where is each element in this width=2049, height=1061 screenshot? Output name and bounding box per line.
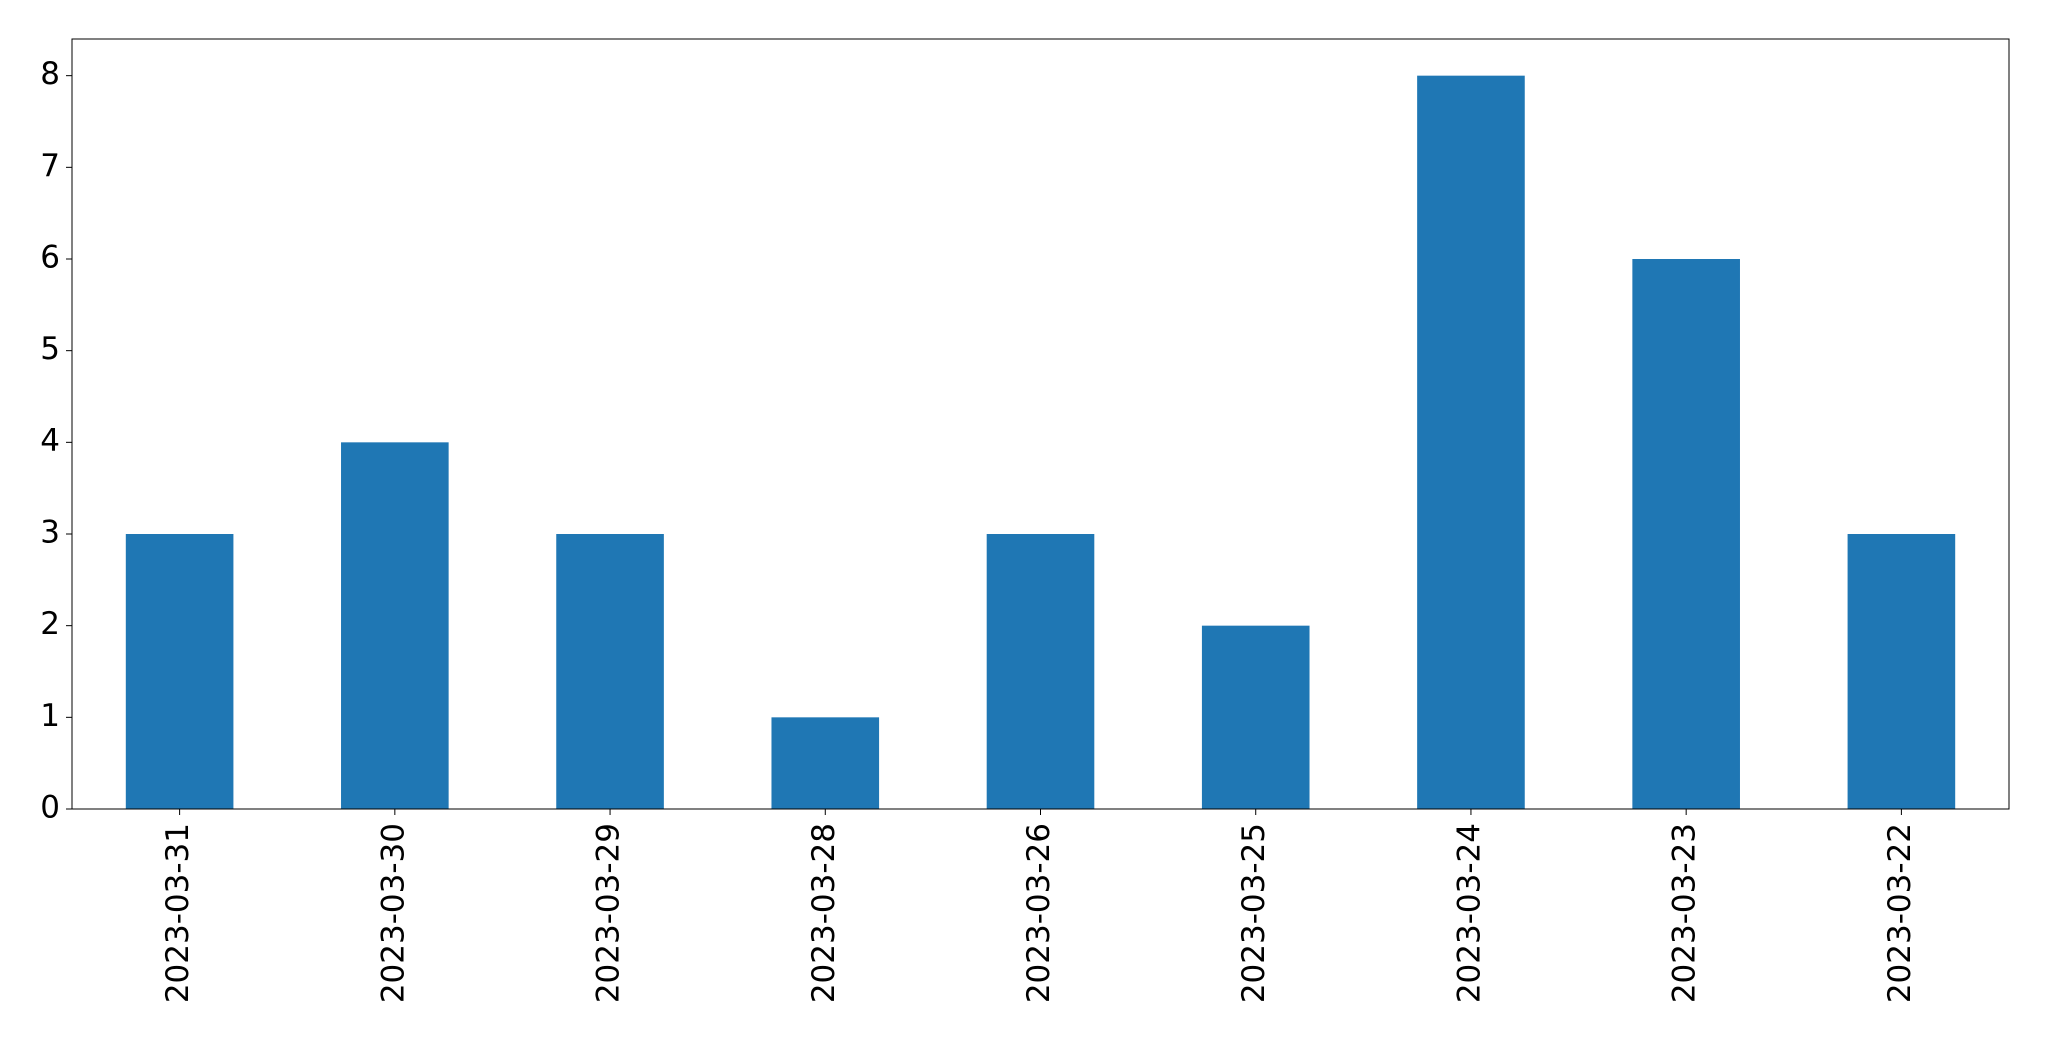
bar — [1847, 534, 1956, 809]
bar — [125, 534, 234, 809]
y-tick-label: 2 — [40, 606, 60, 642]
bar — [341, 442, 449, 809]
y-tick-label: 5 — [40, 331, 60, 367]
bar — [986, 534, 1095, 809]
y-tick-label: 1 — [40, 698, 60, 734]
bar — [1417, 75, 1525, 809]
x-tick-label: 2023-03-26 — [1021, 823, 1057, 1003]
bar — [556, 534, 664, 809]
x-tick-label: 2023-03-30 — [375, 823, 411, 1003]
bar — [771, 717, 880, 809]
y-tick-label: 0 — [40, 790, 60, 826]
plot-frame — [71, 38, 2010, 810]
y-tick-label: 6 — [40, 240, 60, 276]
bar — [1632, 259, 1740, 809]
y-tick-label: 8 — [40, 56, 60, 92]
x-tick-label: 2023-03-24 — [1451, 823, 1487, 1003]
x-tick-label: 2023-03-31 — [160, 823, 196, 1003]
y-tick-label: 4 — [40, 423, 60, 459]
x-tick-label: 2023-03-29 — [591, 823, 627, 1003]
x-tick-label: 2023-03-28 — [806, 823, 842, 1003]
x-tick-label: 2023-03-23 — [1667, 823, 1703, 1003]
x-tick-label: 2023-03-22 — [1882, 823, 1918, 1003]
y-tick-label: 3 — [40, 515, 60, 551]
y-tick-label: 7 — [40, 148, 60, 184]
x-tick-label: 2023-03-25 — [1236, 823, 1272, 1003]
bar — [1201, 625, 1310, 809]
